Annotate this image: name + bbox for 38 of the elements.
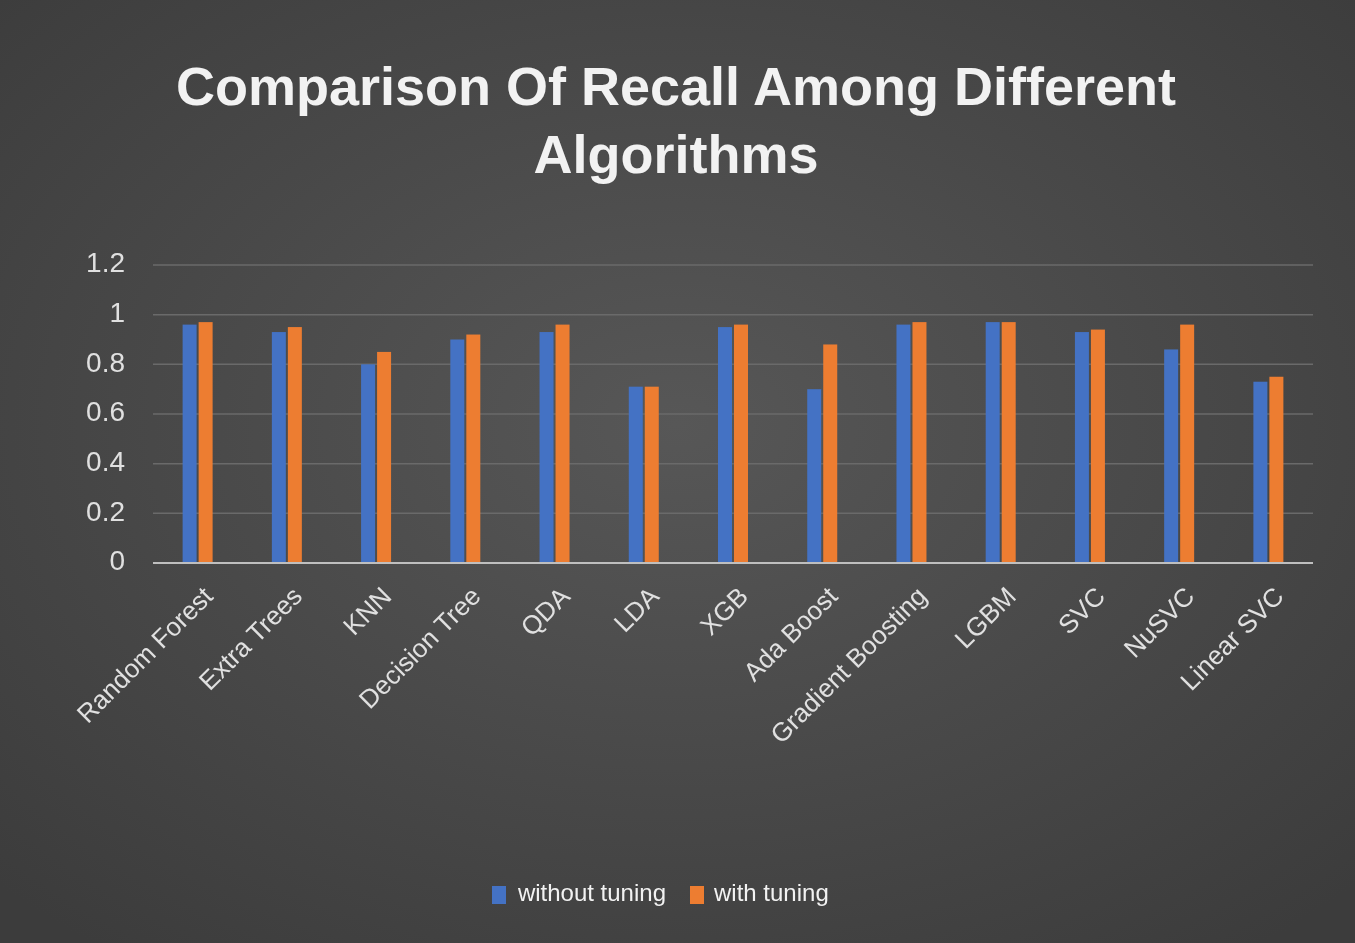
bar [718, 327, 732, 563]
bar [287, 327, 302, 563]
bar [1001, 322, 1016, 563]
y-tick-label: 0.8 [86, 346, 125, 378]
bar [1253, 381, 1268, 563]
bar [466, 334, 481, 563]
bar [182, 324, 197, 563]
y-tick-label: 0.2 [86, 495, 125, 527]
bar [1074, 332, 1089, 563]
legend-label: with tuning [713, 879, 829, 907]
bar [896, 324, 911, 563]
bar [361, 364, 376, 563]
bar [555, 324, 570, 563]
bar [198, 322, 213, 563]
bar [1269, 376, 1284, 563]
x-tick-label: LDA [607, 580, 666, 638]
y-tick-label: 0.6 [86, 396, 125, 428]
bar [1180, 324, 1195, 563]
bar [985, 322, 1000, 563]
bar [450, 339, 465, 563]
bar [807, 389, 822, 563]
y-tick-label: 1 [109, 297, 125, 329]
bar [628, 386, 643, 563]
bar [377, 351, 392, 563]
bar [644, 386, 659, 563]
y-tick-label: 1.2 [86, 247, 125, 279]
bar [1164, 349, 1179, 563]
bar [823, 344, 838, 563]
bar [539, 332, 554, 563]
x-tick-label: QDA [514, 580, 577, 642]
bar [912, 322, 927, 563]
bar [271, 332, 286, 563]
bar [1090, 329, 1105, 563]
chart-title: Comparison Of Recall Among Different Algorithms [175, 56, 1177, 184]
y-tick-label: 0.4 [86, 446, 125, 478]
bar [734, 324, 748, 563]
legend-label: without tuning [516, 879, 666, 907]
y-tick-label: 0 [109, 545, 125, 577]
